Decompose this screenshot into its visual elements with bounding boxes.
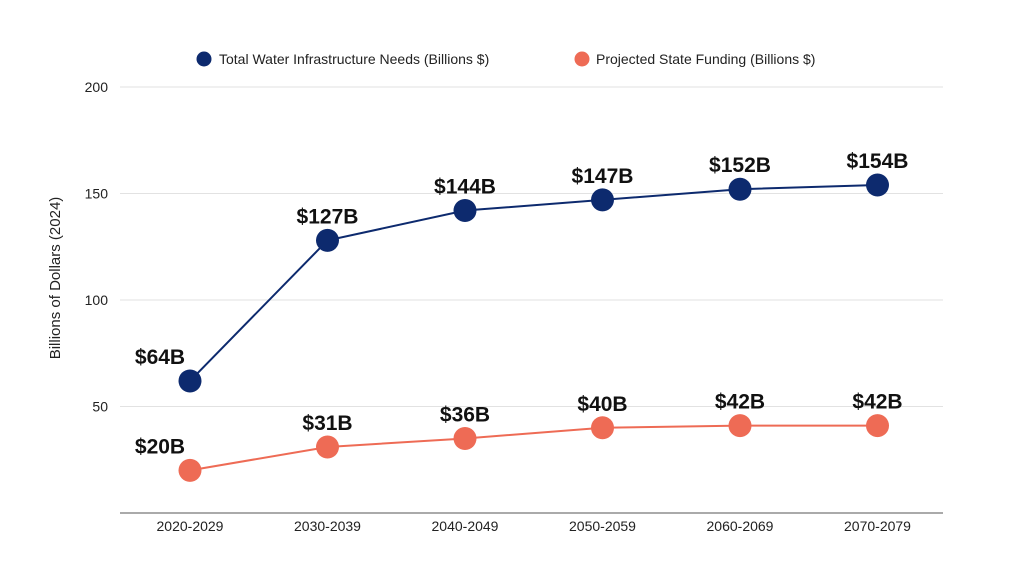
- gridlines: [120, 86, 943, 407]
- data-label: $42B: [852, 391, 902, 414]
- legend-label: Total Water Infrastructure Needs (Billio…: [219, 51, 489, 67]
- data-point: [866, 173, 889, 197]
- data-point: [316, 228, 339, 252]
- data-label: $40B: [577, 393, 627, 416]
- y-axis-title: Billions of Dollars (2024): [47, 197, 64, 360]
- data-point: [591, 416, 614, 440]
- y-tick-label-50: 50: [92, 399, 108, 415]
- legend-marker: [574, 51, 590, 67]
- data-label: $36B: [440, 403, 490, 426]
- data-point: [866, 414, 889, 438]
- data-point: [178, 369, 202, 393]
- y-tick-label-150: 150: [85, 186, 109, 202]
- data-point: [316, 435, 339, 459]
- series-line-0: [189, 183, 878, 382]
- data-label: $42B: [715, 391, 765, 414]
- data-labels: $64B $127B $144B $147B $152B $154B $20B $31B $36…: [135, 150, 909, 458]
- data-point: [591, 188, 614, 212]
- data-label: $147B: [572, 165, 634, 188]
- x-tick-label: 2020-2029: [157, 518, 224, 534]
- data-point: [178, 458, 202, 482]
- x-tick-label: 2040-2049: [432, 518, 499, 534]
- data-point: [453, 199, 477, 223]
- data-label: $144B: [434, 176, 496, 199]
- data-label: $127B: [297, 205, 359, 228]
- axes: 50 100 150 200 2020-2029 2030-2039 2040-2049 20…: [47, 79, 943, 534]
- y-tick-label-100: 100: [85, 292, 109, 308]
- data-label: $31B: [302, 412, 352, 435]
- legend-marker: [196, 51, 212, 67]
- legend: Total Water Infrastructure Needs (Billio…: [196, 51, 815, 67]
- data-label: $20B: [135, 435, 185, 458]
- legend-label: Projected State Funding (Billions $): [596, 51, 815, 67]
- data-point: [728, 414, 752, 438]
- series-layer: [178, 173, 889, 482]
- data-label: $154B: [847, 150, 909, 173]
- series-line-1: [189, 424, 878, 472]
- x-tick-label: 2070-2079: [844, 518, 911, 534]
- y-tick-label-200: 200: [85, 79, 109, 95]
- data-label: $64B: [135, 346, 185, 369]
- x-tick-label: 2050-2059: [569, 518, 636, 534]
- data-label: $152B: [709, 154, 771, 177]
- x-tick-label: 2030-2039: [294, 518, 361, 534]
- x-tick-label: 2060-2069: [707, 518, 774, 534]
- data-point: [728, 177, 752, 201]
- data-point: [453, 426, 477, 450]
